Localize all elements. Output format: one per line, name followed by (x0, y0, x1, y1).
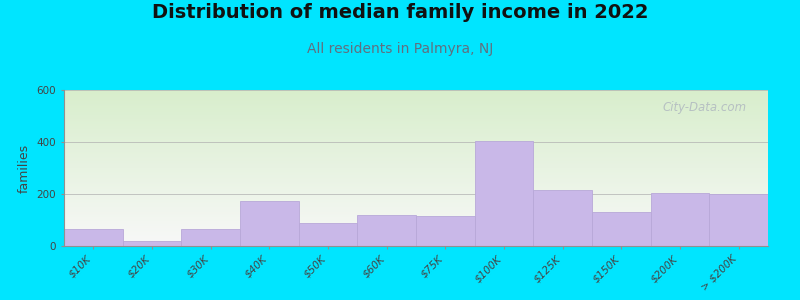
Text: All residents in Palmyra, NJ: All residents in Palmyra, NJ (307, 42, 493, 56)
Bar (592, 212, 650, 246)
Bar (240, 200, 298, 246)
Text: City-Data.com: City-Data.com (662, 101, 747, 114)
Bar (416, 216, 474, 246)
Bar (64, 229, 122, 246)
Bar (358, 215, 416, 246)
Bar (650, 193, 710, 246)
Bar (122, 241, 182, 246)
Bar (710, 194, 768, 246)
Bar (534, 190, 592, 246)
Bar (298, 223, 358, 246)
Y-axis label: families: families (18, 143, 31, 193)
Text: Distribution of median family income in 2022: Distribution of median family income in … (152, 3, 648, 22)
Bar (182, 229, 240, 246)
Bar (474, 141, 534, 246)
